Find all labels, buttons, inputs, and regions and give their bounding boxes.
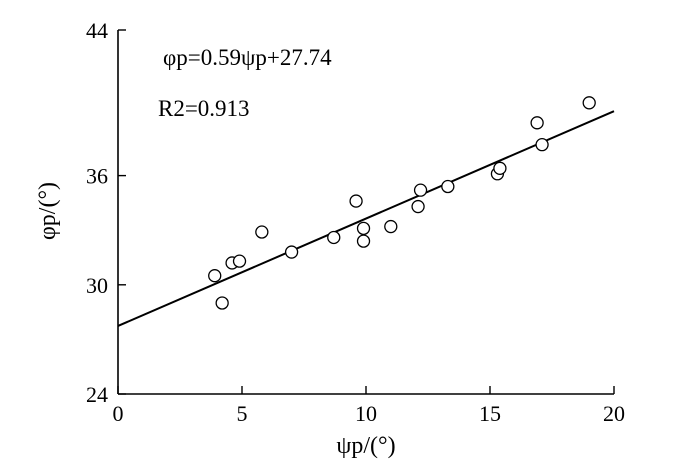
x-axis-label: ψp/(°) (336, 433, 395, 459)
data-point (215, 296, 229, 310)
fit-line (117, 110, 615, 327)
data-point (232, 254, 247, 268)
y-tick-label: 30 (86, 273, 108, 298)
data-point (582, 96, 596, 110)
x-tick-label: 10 (355, 401, 377, 426)
x-tick-label: 5 (237, 401, 248, 426)
data-point (413, 183, 428, 197)
x-ticks: 0 5 10 15 20 (113, 386, 625, 426)
y-ticks: 24 30 36 44 (86, 18, 126, 407)
data-point (356, 234, 371, 248)
data-point (208, 269, 222, 283)
r-squared-annotation: R2=0.913 (158, 96, 250, 121)
fit-line-group (117, 110, 615, 327)
x-tick-label: 15 (479, 401, 501, 426)
data-point (327, 230, 341, 245)
data-point (349, 194, 363, 208)
data-point (441, 179, 455, 194)
y-tick-label: 36 (86, 164, 108, 189)
y-tick-label: 44 (86, 18, 108, 43)
x-tick-label: 0 (113, 401, 124, 426)
data-point (493, 161, 507, 175)
y-axis-label: φp/(°) (35, 182, 61, 240)
data-point (255, 225, 269, 239)
y-tick-label: 24 (86, 382, 108, 407)
data-point (356, 221, 371, 236)
equation-annotation: φp=0.59ψp+27.74 (163, 45, 332, 70)
x-tick-label: 20 (603, 401, 625, 426)
data-point (530, 116, 544, 130)
data-point (535, 138, 549, 152)
data-points (208, 96, 596, 310)
data-point (284, 245, 299, 259)
data-point (384, 219, 398, 234)
axes (117, 30, 614, 395)
data-point (411, 199, 425, 214)
